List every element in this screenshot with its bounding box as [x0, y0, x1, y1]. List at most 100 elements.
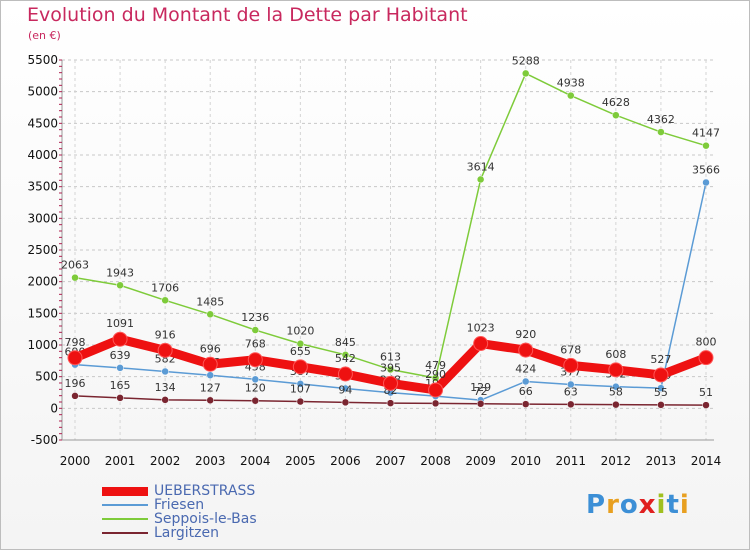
data-label-largitzen: 94 — [338, 383, 352, 396]
x-tick-label: 2003 — [195, 454, 226, 468]
data-point-friesen — [341, 384, 350, 393]
data-label-seppois-le-bas: 4938 — [557, 77, 585, 90]
y-tick-label: 1000 — [27, 338, 58, 352]
data-point-friesen — [567, 380, 575, 389]
data-point-seppois-le-bas — [521, 69, 530, 78]
data-label-seppois-le-bas: 479 — [425, 359, 446, 372]
data-point-largitzen — [476, 400, 485, 408]
data-label-largitzen: 134 — [155, 381, 176, 394]
legend-label: Largitzen — [154, 525, 219, 541]
data-point-ueberstrass — [112, 331, 128, 347]
data-label-ueberstrass: 768 — [245, 338, 266, 351]
chart-subtitle: (en €) — [28, 29, 61, 42]
data-point-largitzen — [341, 398, 350, 407]
legend-label: Friesen — [154, 497, 205, 513]
y-tick-label: 3000 — [27, 211, 58, 225]
data-label-largitzen: 51 — [699, 386, 713, 399]
data-point-largitzen — [251, 396, 260, 405]
data-label-largitzen: 72 — [474, 385, 488, 398]
data-label-seppois-le-bas: 5288 — [512, 54, 540, 67]
data-label-ueberstrass: 290 — [425, 368, 446, 381]
data-label-friesen: 424 — [515, 362, 536, 375]
data-point-seppois-le-bas — [431, 374, 440, 382]
data-label-ueberstrass: 608 — [605, 348, 626, 361]
y-tick-label: 4500 — [27, 116, 58, 130]
data-label-seppois-le-bas: 1706 — [151, 281, 179, 294]
x-tick-label: 2010 — [510, 454, 541, 468]
x-tick-label: 2000 — [60, 454, 91, 468]
x-tick-label: 2007 — [375, 454, 406, 468]
data-point-ueberstrass — [518, 342, 534, 358]
data-point-ueberstrass — [608, 362, 624, 378]
legend-label: UEBERSTRASS — [154, 483, 256, 499]
data-point-largitzen — [296, 397, 305, 406]
legend-label: Seppois-le-Bas — [154, 511, 257, 527]
data-label-ueberstrass: 527 — [650, 353, 671, 366]
x-tick-label: 2012 — [601, 454, 632, 468]
data-point-seppois-le-bas — [71, 273, 79, 282]
data-point-ueberstrass — [202, 356, 218, 372]
x-tick-label: 2004 — [240, 454, 271, 468]
data-point-friesen — [657, 384, 665, 392]
data-point-seppois-le-bas — [161, 296, 169, 305]
data-point-largitzen — [161, 396, 169, 404]
chart-title: Evolution du Montant de la Dette par Hab… — [27, 4, 468, 26]
data-label-seppois-le-bas: 845 — [335, 336, 356, 349]
x-tick-label: 2014 — [691, 454, 722, 468]
data-point-seppois-le-bas — [702, 141, 710, 150]
data-label-largitzen: 120 — [245, 382, 266, 395]
data-point-ueberstrass — [67, 350, 83, 366]
y-tick-label: 0 — [50, 401, 58, 415]
data-label-ueberstrass: 920 — [515, 328, 536, 341]
data-point-seppois-le-bas — [567, 91, 575, 100]
data-point-ueberstrass — [428, 382, 444, 398]
data-label-ueberstrass: 800 — [696, 336, 717, 349]
legend-swatch — [102, 518, 148, 520]
data-label-ueberstrass: 916 — [155, 328, 176, 341]
data-label-largitzen: 165 — [110, 379, 131, 392]
data-label-seppois-le-bas: 1943 — [106, 266, 134, 279]
data-label-ueberstrass: 1023 — [467, 322, 495, 335]
data-point-seppois-le-bas — [206, 310, 214, 319]
data-point-largitzen — [521, 400, 530, 408]
y-tick-label: 5000 — [27, 85, 58, 99]
data-point-friesen — [116, 364, 124, 372]
data-label-seppois-le-bas: 2063 — [61, 259, 89, 272]
legend-swatch — [102, 487, 148, 496]
data-label-seppois-le-bas: 613 — [380, 351, 401, 364]
data-point-ueberstrass — [563, 357, 579, 373]
data-point-ueberstrass — [292, 359, 308, 375]
data-point-friesen — [702, 178, 710, 187]
data-point-seppois-le-bas — [657, 128, 665, 136]
data-point-largitzen — [431, 399, 440, 408]
data-label-seppois-le-bas: 4147 — [692, 127, 720, 140]
data-point-ueberstrass — [473, 336, 489, 352]
y-tick-label: 500 — [35, 370, 58, 384]
data-label-largitzen: 196 — [65, 377, 86, 390]
x-tick-label: 2011 — [556, 454, 587, 468]
data-label-friesen: 129 — [470, 381, 491, 394]
data-label-ueberstrass: 655 — [290, 345, 311, 358]
data-point-seppois-le-bas — [341, 351, 350, 359]
data-label-seppois-le-bas: 4362 — [647, 113, 675, 126]
data-point-friesen — [251, 375, 260, 384]
data-label-seppois-le-bas: 1236 — [241, 311, 269, 324]
data-label-ueberstrass: 1091 — [106, 317, 134, 330]
data-label-seppois-le-bas: 1020 — [286, 325, 314, 338]
data-label-largitzen: 63 — [564, 385, 578, 398]
data-point-seppois-le-bas — [296, 339, 305, 348]
x-tick-label: 2013 — [646, 454, 677, 468]
data-label-largitzen: 127 — [200, 381, 221, 394]
data-point-friesen — [521, 377, 530, 386]
y-tick-label: 2000 — [27, 275, 58, 289]
y-tick-label: 2500 — [27, 243, 58, 257]
data-label-ueberstrass: 542 — [335, 352, 356, 365]
data-point-largitzen — [657, 401, 665, 409]
data-point-seppois-le-bas — [612, 111, 620, 119]
data-label-largitzen: 55 — [654, 386, 668, 399]
data-label-ueberstrass: 395 — [380, 361, 401, 374]
data-point-largitzen — [386, 399, 395, 407]
data-point-seppois-le-bas — [386, 365, 395, 374]
legend-swatch — [102, 504, 148, 506]
